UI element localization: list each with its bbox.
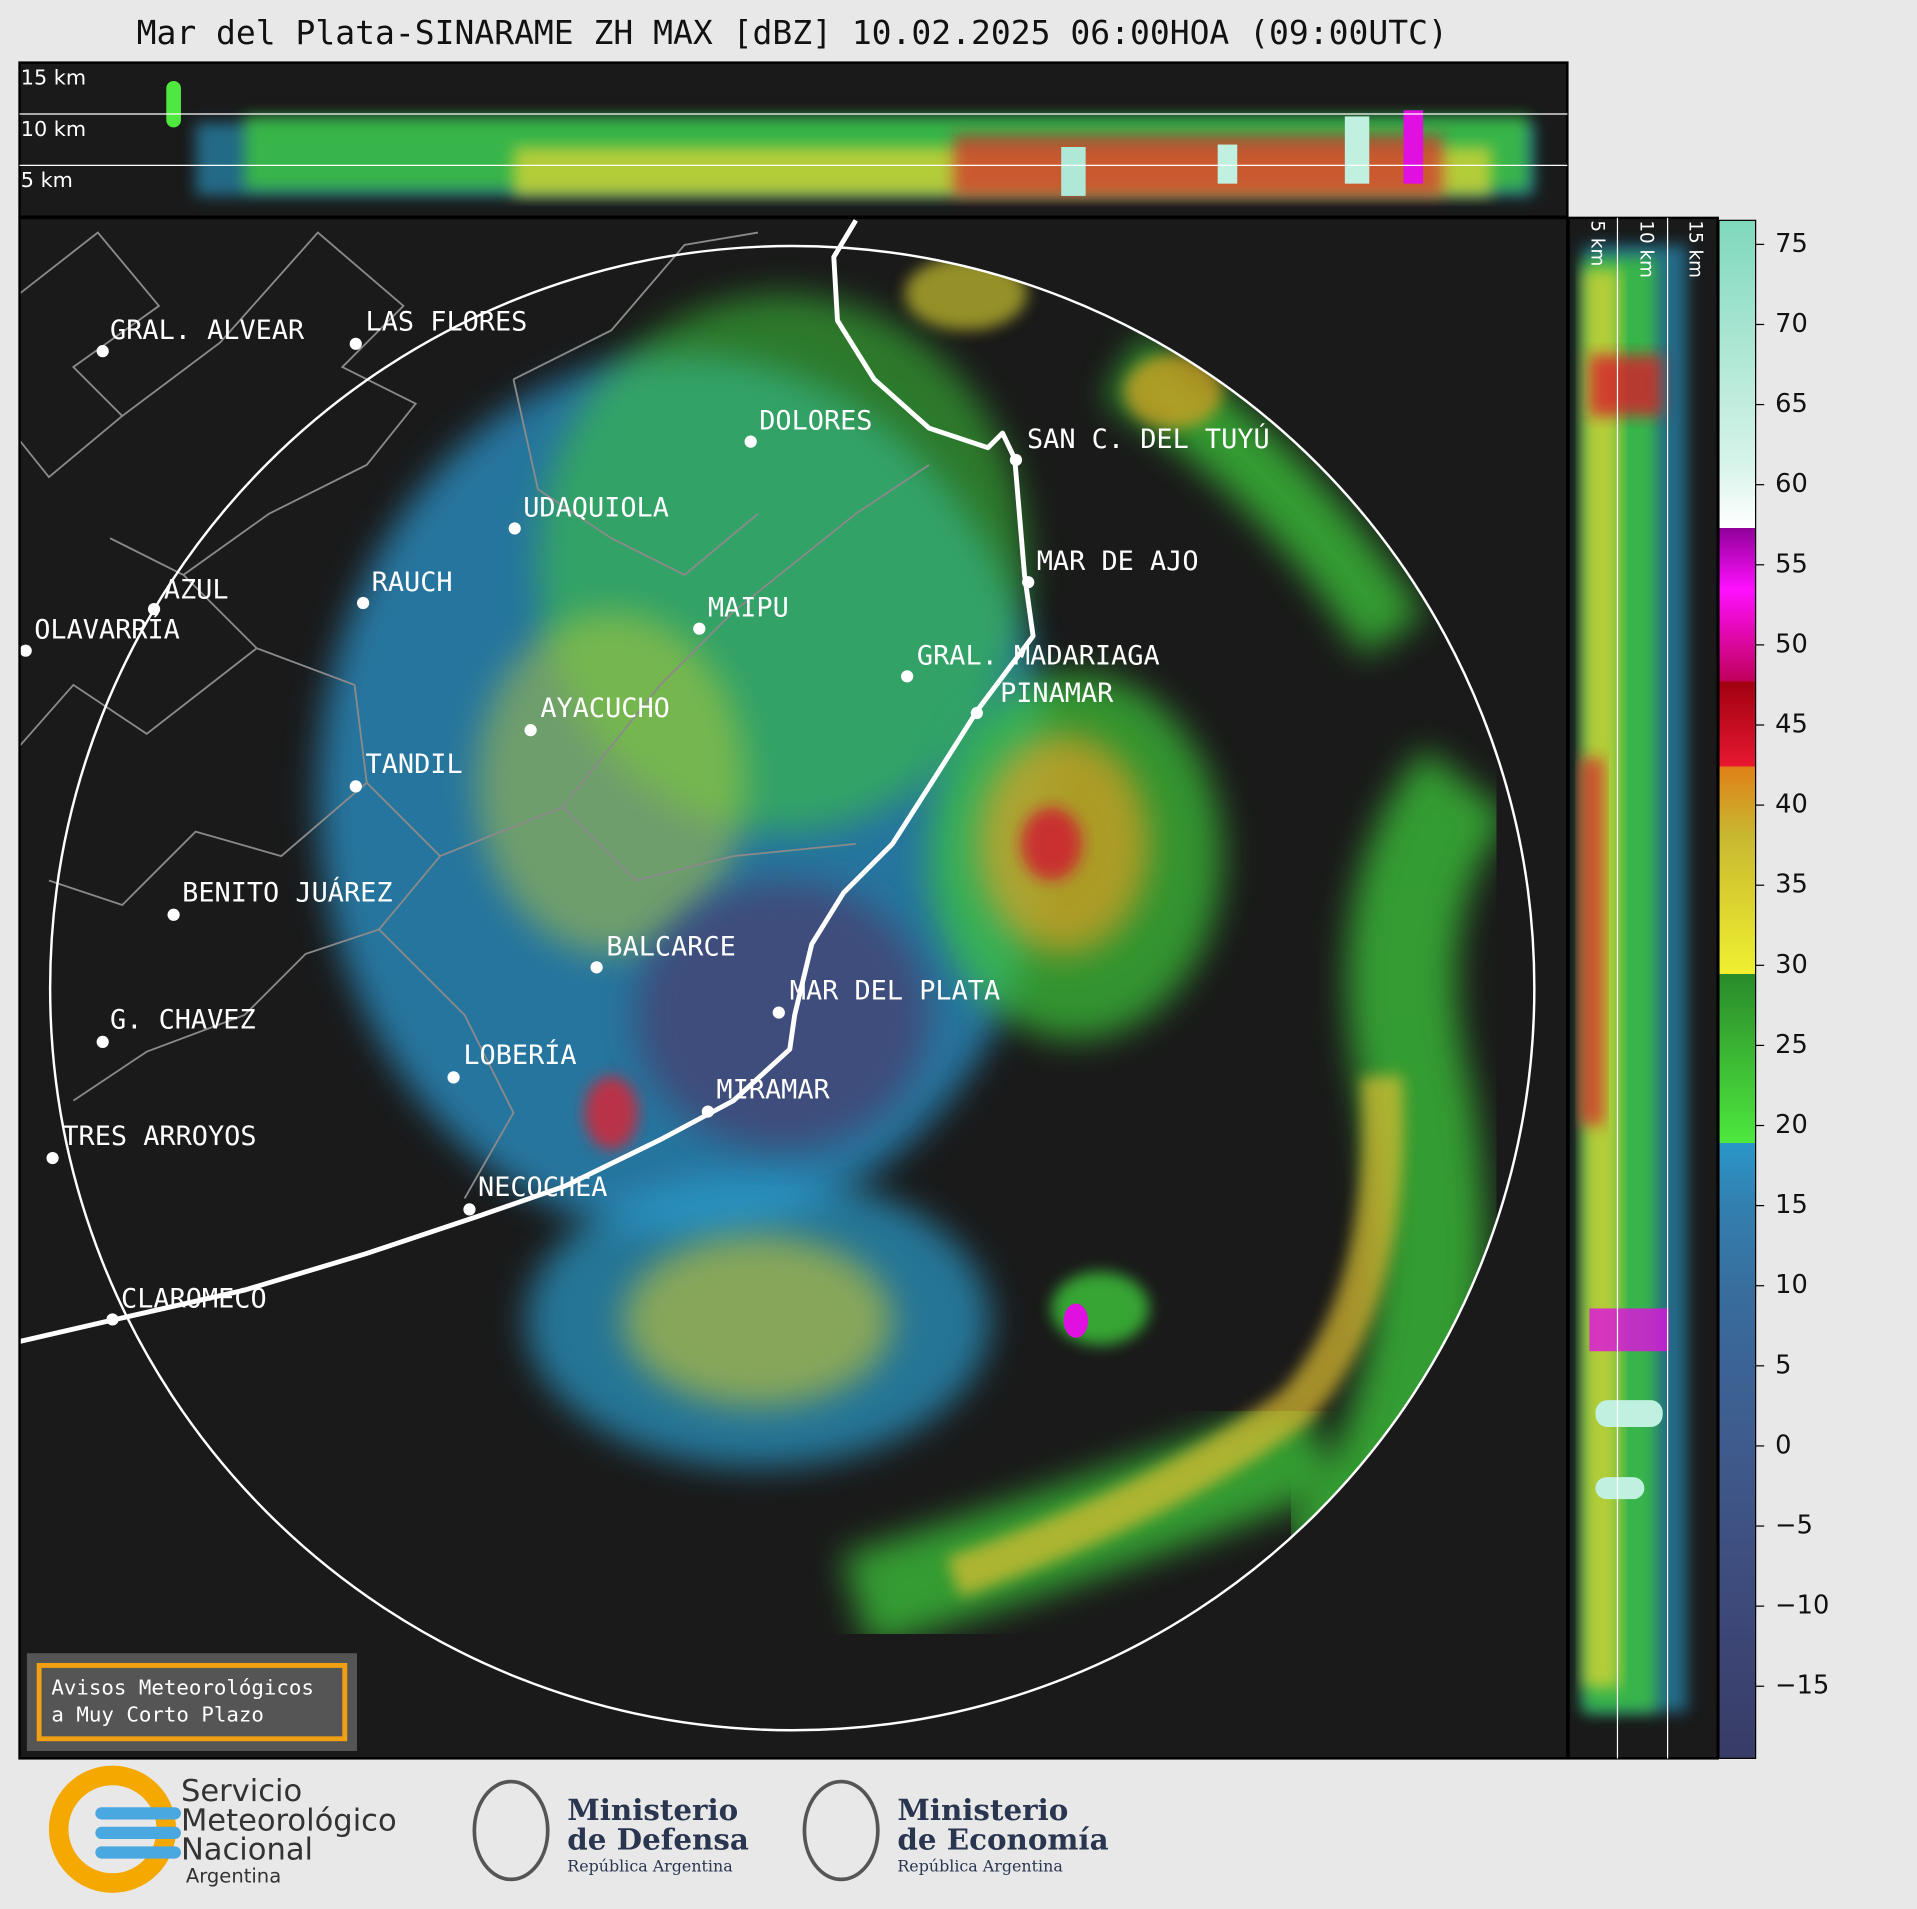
- logo-text: Ministerio: [567, 1792, 738, 1827]
- city-label: BENITO JUÁREZ: [182, 876, 392, 908]
- city-label: LOBERÍA: [463, 1039, 576, 1071]
- city-label: AYACUCHO: [540, 693, 669, 724]
- city-label: GRAL. ALVEAR: [110, 315, 305, 346]
- warning-button-label[interactable]: Avisos Meteorológicos: [51, 1676, 314, 1700]
- colorbar-tick-label: 25: [1775, 1030, 1808, 1060]
- city-marker: [96, 1035, 109, 1049]
- city-label: BALCARCE: [606, 931, 735, 962]
- colorbar-tick-label: 40: [1775, 790, 1808, 820]
- logo-text: Argentina: [186, 1864, 281, 1887]
- city-marker: [349, 780, 362, 793]
- colorbar-tick-label: 10: [1775, 1270, 1808, 1300]
- colorbar-tick-label: 60: [1775, 469, 1808, 499]
- city-label: DOLORES: [759, 406, 872, 437]
- economia-logo: Ministerio de Economía República Argenti…: [802, 1779, 1109, 1882]
- colorbar-tick-label: 70: [1775, 309, 1808, 339]
- colorbar-tick-label: 75: [1775, 229, 1808, 259]
- city-marker: [970, 706, 983, 720]
- logo-text: de Defensa: [567, 1821, 749, 1856]
- colorbar-tick-label: 45: [1775, 709, 1808, 739]
- city-label: AZUL: [164, 574, 229, 605]
- city-marker: [901, 670, 914, 683]
- city-marker: [356, 596, 370, 610]
- city-label: G. CHAVEZ: [110, 1005, 256, 1036]
- city-marker: [701, 1105, 714, 1118]
- city-marker: [590, 961, 603, 974]
- colorbar-tick-label: 15: [1775, 1190, 1808, 1220]
- logo-text: Nacional: [181, 1833, 313, 1868]
- height-label: 5 km: [1587, 220, 1608, 266]
- city-label: MAR DEL PLATA: [790, 975, 1000, 1006]
- title: Mar del Plata-SINARAME ZH MAX [dBZ] 10.0…: [137, 13, 1448, 52]
- city-marker: [447, 1071, 460, 1084]
- city-marker: [693, 622, 706, 635]
- city-marker: [46, 1151, 59, 1165]
- warning-button-label[interactable]: a Muy Corto Plazo: [51, 1703, 264, 1727]
- logo-text: Servicio: [181, 1774, 302, 1809]
- city-marker: [772, 1006, 785, 1019]
- height-label: 5 km: [21, 168, 73, 192]
- colorbar-tick-label: 30: [1775, 950, 1808, 980]
- colorbar-tick-label: 35: [1775, 870, 1808, 900]
- height-label: 10 km: [21, 117, 86, 141]
- city-label: SAN C. DEL TUYÚ: [1027, 423, 1270, 455]
- city-label: UDAQUIOLA: [523, 492, 669, 523]
- logo-text: República Argentina: [897, 1857, 1063, 1876]
- city-label: NECOCHEA: [478, 1172, 607, 1203]
- city-marker: [524, 724, 537, 737]
- city-label: OLAVARRÍA: [34, 614, 180, 646]
- colorbar-tick-label: 50: [1775, 629, 1808, 659]
- colorbar-tick-label: −5: [1775, 1511, 1813, 1541]
- city-label: MIRAMAR: [716, 1074, 830, 1105]
- city-label: MAR DE AJO: [1037, 546, 1199, 577]
- city-label: GRAL. MADARIAGA: [917, 640, 1160, 671]
- colorbar-tick-label: 0: [1775, 1430, 1791, 1460]
- colorbar-tick-label: 5: [1775, 1350, 1791, 1380]
- logo-text: Meteorológico: [181, 1803, 397, 1838]
- city-label: LAS FLORES: [366, 307, 528, 338]
- city-marker: [147, 603, 161, 616]
- logo-text: Ministerio: [897, 1792, 1068, 1827]
- city-marker: [167, 908, 180, 921]
- city-marker: [744, 435, 757, 448]
- logo-text: de Economía: [897, 1821, 1108, 1856]
- colorbar: [1718, 219, 1757, 1759]
- colorbar-tick-label: −15: [1775, 1671, 1829, 1701]
- city-marker: [1009, 453, 1023, 467]
- side-profile: [1567, 216, 1719, 1760]
- height-label: 15 km: [21, 66, 86, 90]
- city-marker: [349, 337, 362, 350]
- logo-text: República Argentina: [567, 1857, 733, 1876]
- city-label: TRES ARROYOS: [62, 1121, 256, 1152]
- city-marker: [463, 1203, 476, 1216]
- height-label: 15 km: [1684, 220, 1705, 278]
- city-marker: [508, 522, 521, 535]
- warning-button[interactable]: Avisos Meteorológicos a Muy Corto Plazo: [26, 1653, 357, 1752]
- city-marker: [19, 644, 32, 657]
- height-label: 10 km: [1636, 220, 1657, 278]
- city-marker: [96, 345, 109, 358]
- city-label: TANDIL: [366, 749, 463, 780]
- city-label: CLAROMECO: [121, 1283, 267, 1314]
- city-label: MAIPU: [708, 593, 789, 624]
- colorbar-tick-label: −10: [1775, 1591, 1829, 1621]
- smn-logo: Servicio Meteorológico Nacional Argentin…: [48, 1765, 397, 1893]
- top-profile: [18, 61, 1569, 218]
- city-label: PINAMAR: [1000, 678, 1114, 709]
- colorbar-tick-label: 20: [1775, 1110, 1808, 1140]
- colorbar-tick-label: 65: [1775, 389, 1808, 419]
- city-label: RAUCH: [372, 567, 453, 598]
- colorbar-tick-label: 55: [1775, 549, 1808, 579]
- city-marker: [106, 1313, 119, 1326]
- city-marker: [1022, 576, 1035, 589]
- defensa-logo: Ministerio de Defensa República Argentin…: [472, 1779, 749, 1882]
